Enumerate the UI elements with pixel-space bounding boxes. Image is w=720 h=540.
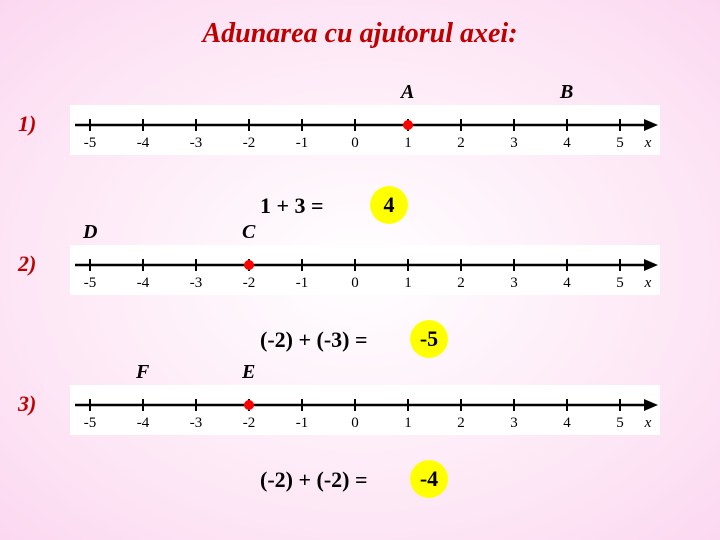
- svg-text:4: 4: [563, 135, 571, 151]
- problem-number: 1): [18, 111, 36, 137]
- svg-text:-4: -4: [137, 135, 150, 151]
- svg-text:-2: -2: [243, 275, 256, 291]
- point-label: B: [560, 81, 573, 104]
- svg-text:1: 1: [404, 415, 412, 431]
- number-line: -5 -4 -3 -2 -1 0 1 2 3 4 5 x: [70, 385, 660, 435]
- number-line: -5 -4 -3 -2 -1 0 1 2 3 4 5 x: [70, 105, 660, 155]
- svg-text:2: 2: [457, 275, 465, 291]
- problem-number: 3): [18, 391, 36, 417]
- svg-text:-1: -1: [296, 415, 309, 431]
- svg-text:4: 4: [563, 415, 571, 431]
- point-label: F: [136, 361, 149, 384]
- svg-text:-1: -1: [296, 135, 309, 151]
- problem-number: 2): [18, 251, 36, 277]
- svg-text:-4: -4: [137, 275, 150, 291]
- svg-text:5: 5: [616, 135, 624, 151]
- answer-circle: -4: [410, 460, 448, 498]
- svg-text:-3: -3: [190, 275, 203, 291]
- svg-text:x: x: [644, 415, 652, 431]
- svg-text:2: 2: [457, 135, 465, 151]
- point-label: E: [242, 361, 255, 384]
- svg-text:3: 3: [510, 135, 518, 151]
- svg-text:3: 3: [510, 275, 518, 291]
- svg-text:-3: -3: [190, 415, 203, 431]
- svg-text:-5: -5: [84, 415, 97, 431]
- svg-text:-5: -5: [84, 275, 97, 291]
- svg-text:0: 0: [351, 415, 359, 431]
- answer-circle: -5: [410, 320, 448, 358]
- svg-text:-2: -2: [243, 415, 256, 431]
- svg-text:4: 4: [563, 275, 571, 291]
- svg-text:5: 5: [616, 275, 624, 291]
- svg-text:1: 1: [404, 275, 412, 291]
- svg-text:x: x: [644, 135, 652, 151]
- svg-text:0: 0: [351, 275, 359, 291]
- point-dot: [244, 400, 254, 410]
- point-label: C: [242, 221, 255, 244]
- equation-text: (-2) + (-2) =: [260, 467, 368, 493]
- page-title: Adunarea cu ajutorul axei:: [0, 0, 720, 50]
- point-label: A: [401, 81, 414, 104]
- svg-text:5: 5: [616, 415, 624, 431]
- svg-text:-2: -2: [243, 135, 256, 151]
- answer-circle: 4: [370, 186, 408, 224]
- number-line: -5 -4 -3 -2 -1 0 1 2 3 4 5 x: [70, 245, 660, 295]
- svg-text:2: 2: [457, 415, 465, 431]
- svg-text:-4: -4: [137, 415, 150, 431]
- point-dot: [244, 260, 254, 270]
- equation-text: 1 + 3 =: [260, 193, 324, 219]
- svg-text:3: 3: [510, 415, 518, 431]
- svg-text:1: 1: [404, 135, 412, 151]
- svg-text:-1: -1: [296, 275, 309, 291]
- svg-text:-3: -3: [190, 135, 203, 151]
- svg-text:x: x: [644, 275, 652, 291]
- point-label: D: [83, 221, 97, 244]
- equation-text: (-2) + (-3) =: [260, 327, 368, 353]
- svg-text:0: 0: [351, 135, 359, 151]
- svg-text:-5: -5: [84, 135, 97, 151]
- point-dot: [403, 120, 413, 130]
